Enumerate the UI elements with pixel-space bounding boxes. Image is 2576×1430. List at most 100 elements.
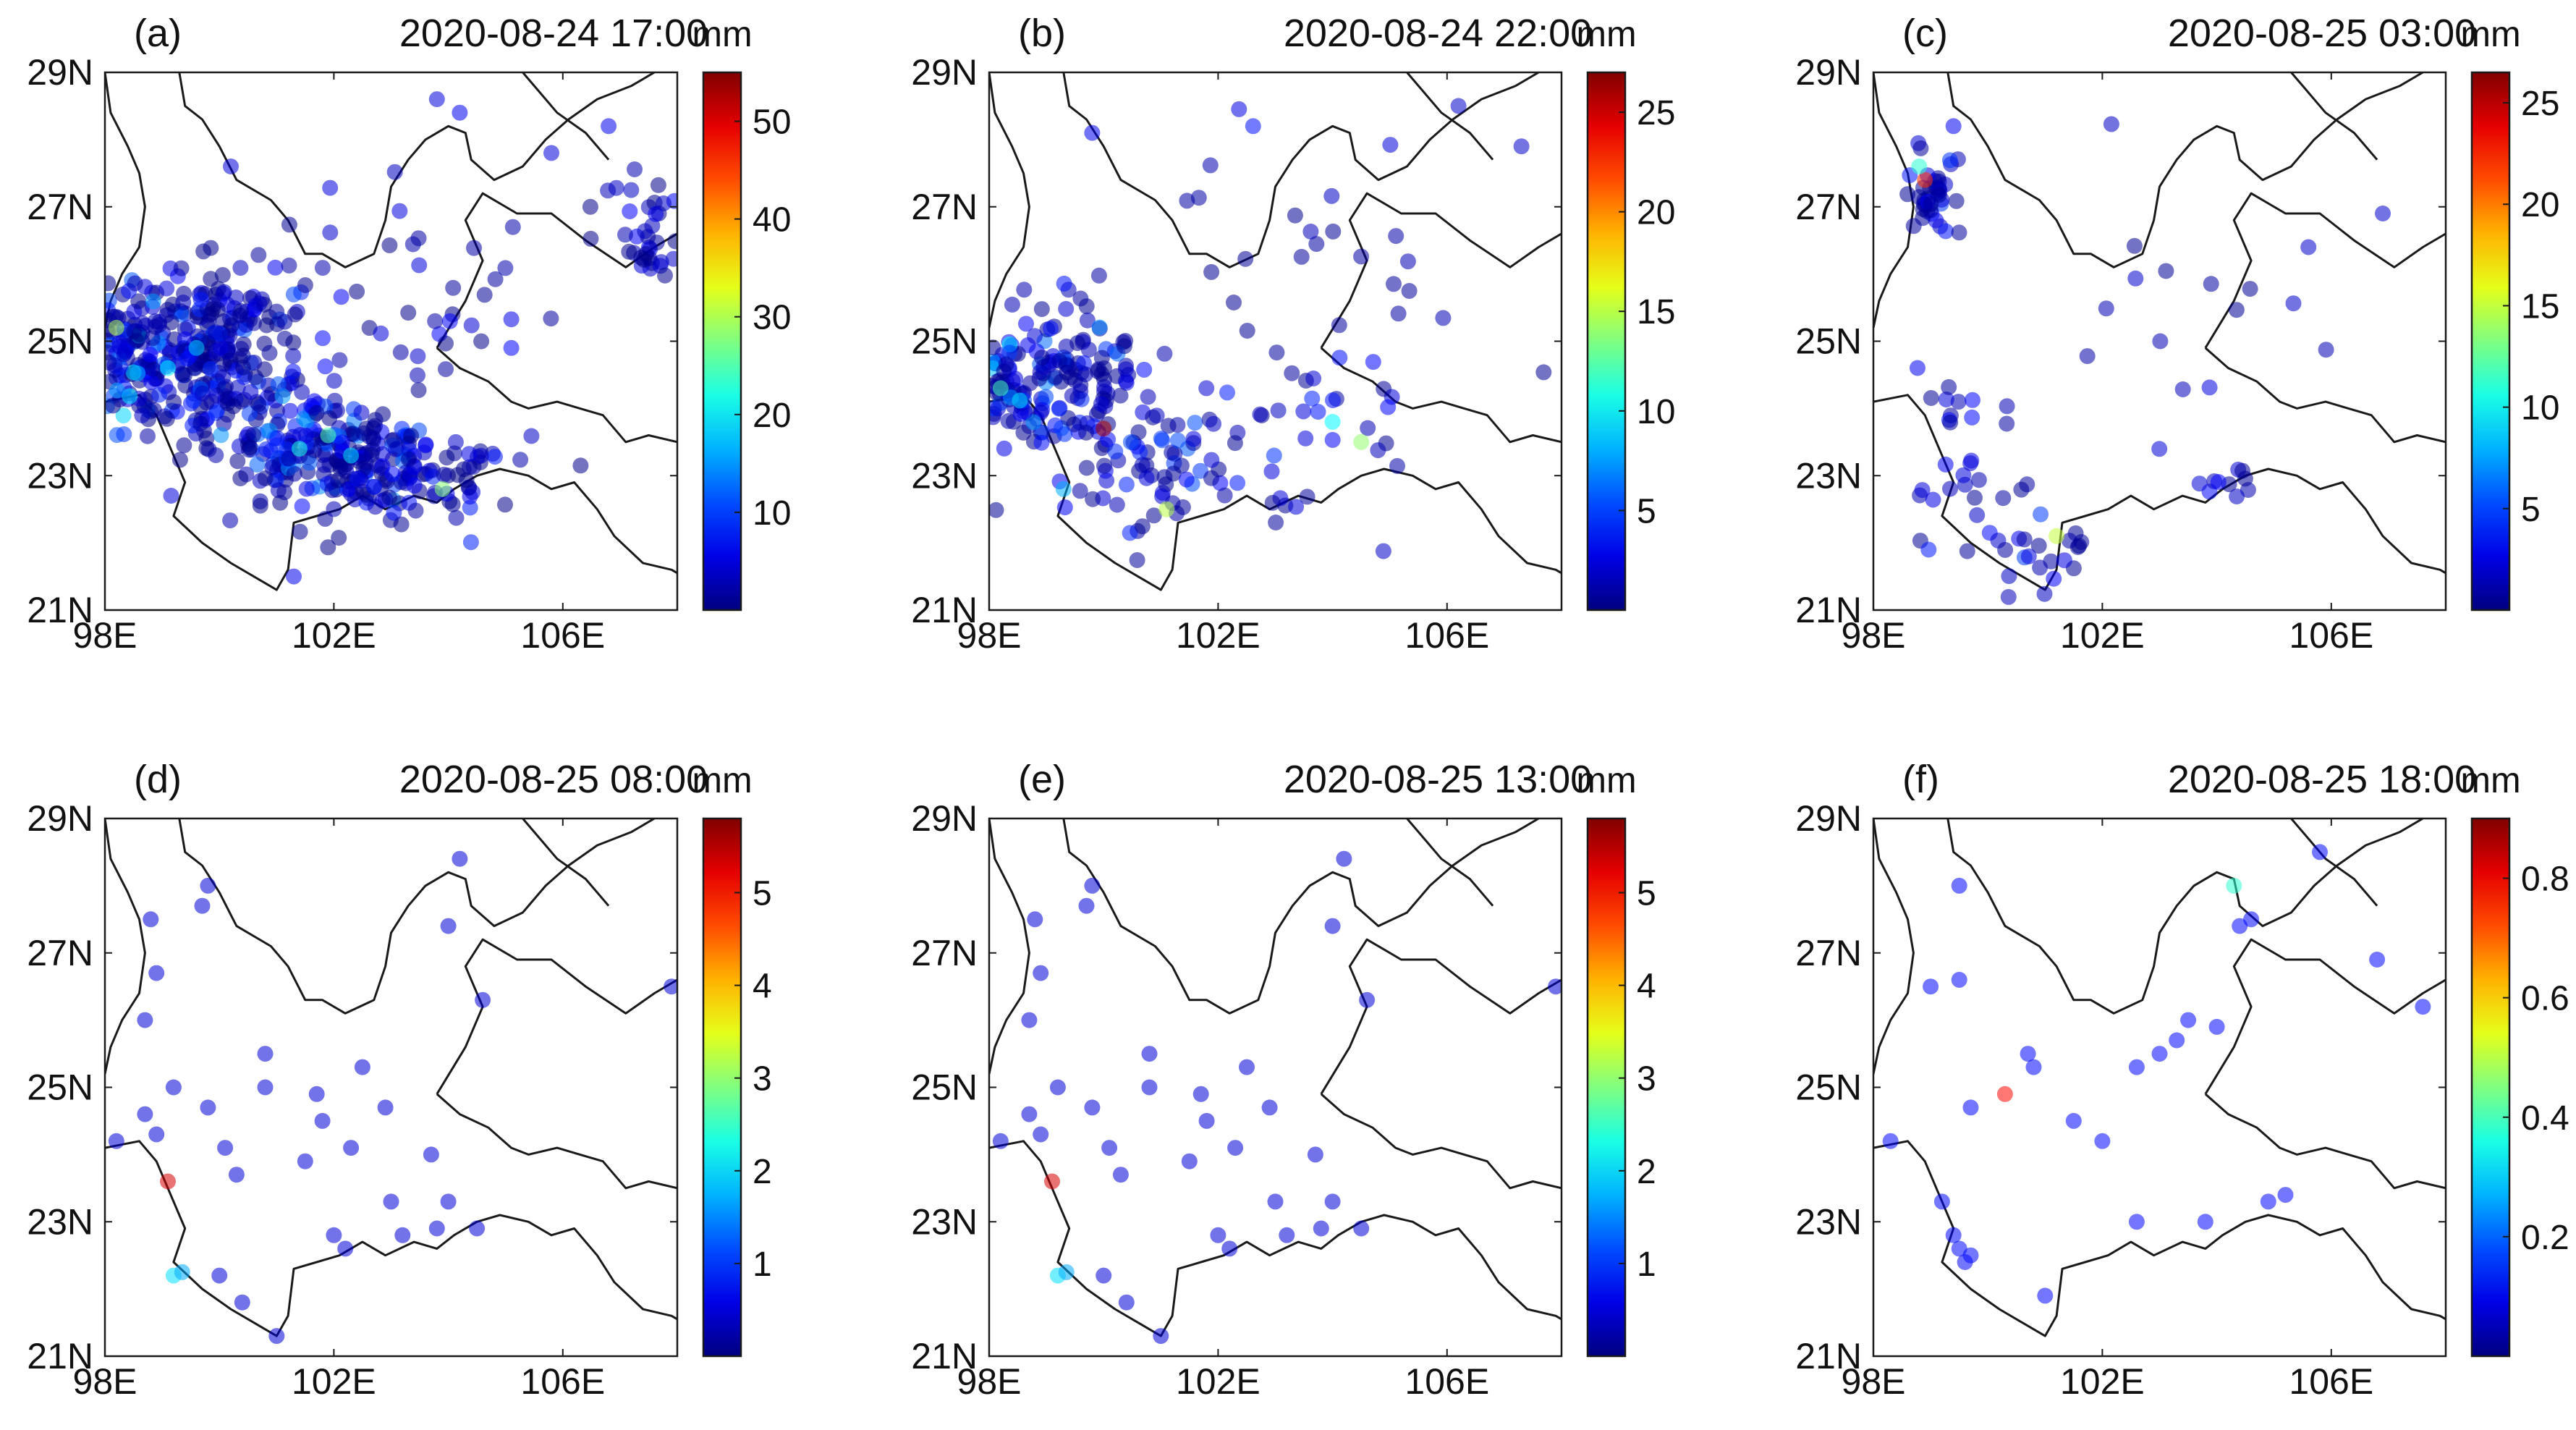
station-point [1435, 310, 1452, 326]
station-point [267, 259, 284, 276]
station-point [1093, 396, 1109, 412]
boundary-line-3 [1946, 818, 2424, 1015]
station-point [294, 498, 310, 515]
y-tick-label: 25N [1795, 1067, 1862, 1108]
station-point [1096, 420, 1112, 437]
station-point [1084, 1099, 1101, 1116]
station-point [321, 410, 338, 426]
colorbar-tick-label: 30 [753, 299, 791, 337]
station-point [441, 313, 458, 329]
station-point [195, 243, 212, 260]
station-point [1535, 364, 1552, 381]
station-point [216, 355, 232, 372]
station-point [2203, 276, 2219, 292]
station-point [1202, 157, 1219, 174]
colorbar-unit: mm [1576, 14, 1636, 54]
station-point [232, 260, 249, 276]
station-point [1198, 1112, 1215, 1129]
panel-label: (b) [1018, 12, 1066, 55]
station-point [458, 472, 475, 488]
station-point [1948, 192, 1965, 209]
colorbar: 0.2 0.4 0.6 0.8 [2470, 817, 2569, 1358]
station-point [1056, 275, 1072, 292]
y-tick-label: 25N [911, 321, 978, 362]
colorbar-gradient [702, 817, 742, 1358]
station-point [228, 1167, 245, 1183]
colorbar-gradient [2470, 817, 2511, 1358]
station-point [403, 428, 420, 444]
colorbar-tick-label: 4 [1637, 968, 1656, 1006]
x-tick-label: 98E [73, 615, 137, 656]
station-point [317, 358, 334, 375]
station-point [1969, 507, 1986, 523]
station-point [377, 1099, 394, 1116]
station-point [392, 344, 409, 360]
colorbar-tick-label: 40 [753, 201, 791, 240]
boundary-line-2 [1873, 818, 1915, 1075]
station-point [1942, 414, 1959, 431]
boundary-line-6 [2204, 192, 2446, 349]
station-point [297, 277, 313, 293]
province-boundaries [989, 818, 1562, 1337]
station-point [1882, 1133, 1899, 1149]
station-point [1999, 398, 2015, 415]
station-point [1203, 470, 1219, 486]
y-tick-label: 27N [1795, 933, 1862, 973]
station-point [286, 465, 302, 482]
station-point [436, 466, 452, 483]
station-point [1216, 487, 1233, 504]
station-point [349, 283, 365, 300]
colorbar-tick-label: 2 [1637, 1153, 1656, 1191]
station-point [105, 275, 116, 292]
station-point [1084, 877, 1101, 894]
station-point [1920, 541, 1937, 558]
boundary-line-6 [1320, 938, 1562, 1095]
province-boundaries [989, 72, 1562, 591]
station-point [322, 179, 339, 196]
x-tick-label: 98E [1842, 1361, 1906, 1402]
station-point [2094, 1133, 2111, 1149]
station-point [1284, 365, 1300, 381]
y-tick-label: 23N [911, 455, 978, 496]
station-point [1389, 457, 1405, 474]
station-point [1122, 525, 1138, 541]
station-point [650, 177, 666, 193]
station-point [1923, 390, 1939, 406]
station-point [2228, 302, 2245, 318]
station-point [476, 287, 493, 303]
station-point [126, 323, 143, 339]
station-point [1996, 1086, 2013, 1102]
station-point [2030, 538, 2047, 554]
station-point [1450, 98, 1467, 114]
panel-title: 2020-08-25 13:00 [1284, 758, 1592, 801]
station-point [543, 145, 559, 161]
y-tick-label: 27N [27, 933, 93, 973]
station-point [1917, 172, 1933, 188]
station-point [381, 489, 398, 506]
colorbar-tick-label: 0.2 [2521, 1219, 2569, 1257]
station-point [1187, 415, 1203, 431]
station-point [386, 431, 402, 448]
station-point [1153, 1328, 1169, 1345]
station-point [281, 450, 297, 467]
station-point [1033, 301, 1050, 318]
station-point [1279, 1227, 1295, 1243]
station-point [2127, 270, 2144, 287]
station-point [1174, 499, 1191, 515]
station-point [2128, 1059, 2145, 1075]
station-point [192, 415, 209, 432]
y-tick-label: 23N [911, 1201, 978, 1242]
map-panel-6: 98E 102E 106E 29N 27N 25N 23N 21N (f) 2020-08-25 … [1795, 758, 2569, 1402]
station-point [234, 1294, 250, 1311]
station-point [251, 295, 268, 312]
station-point [2226, 877, 2242, 894]
station-point [1268, 515, 1284, 530]
station-point [2033, 506, 2049, 522]
station-point [2020, 548, 2037, 564]
panel-title: 2020-08-24 22:00 [1284, 12, 1592, 55]
station-point [466, 240, 482, 256]
station-point [1000, 412, 1017, 429]
station-point [1096, 1267, 1112, 1284]
station-point [1181, 1153, 1198, 1169]
station-point [1038, 389, 1054, 405]
